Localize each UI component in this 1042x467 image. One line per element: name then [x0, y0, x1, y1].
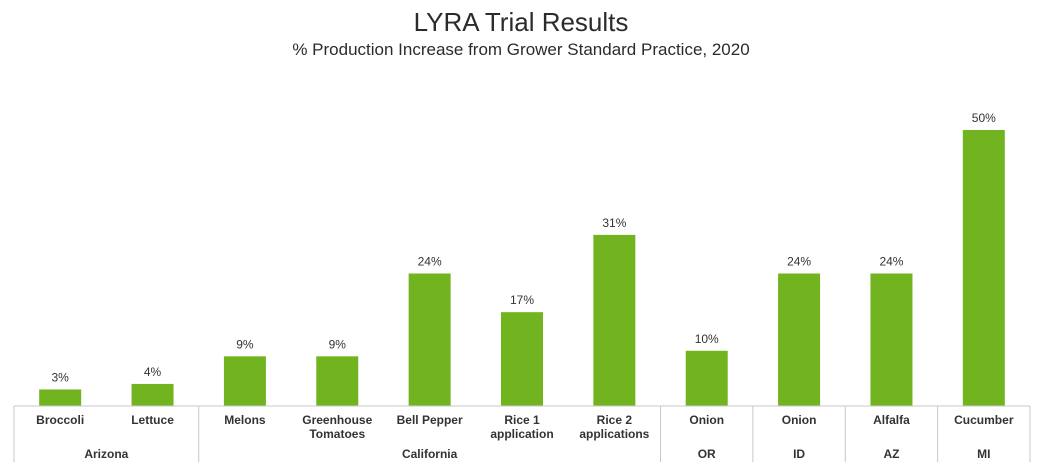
data-label-1: 4%: [144, 365, 162, 379]
data-label-7: 10%: [695, 332, 719, 346]
data-labels-group: 3% 4% 9% 9% 24% 17% 31% 10% 24% 24% 50%: [52, 111, 997, 384]
bar-6: [593, 234, 636, 406]
data-label-10: 50%: [972, 111, 996, 125]
group-label-2: OR: [698, 447, 716, 461]
category-label-0: Broccoli: [36, 413, 84, 427]
group-label-1: California: [402, 447, 458, 461]
category-label-5-line-1: application: [490, 427, 553, 441]
group-label-5: MI: [977, 447, 990, 461]
bar-0: [39, 389, 82, 406]
category-label-6-line-1: applications: [579, 427, 649, 441]
group-label-0: Arizona: [84, 447, 128, 461]
data-label-0: 3%: [52, 370, 70, 384]
bars-group: [39, 130, 1005, 406]
bar-4: [408, 273, 451, 406]
category-label-3-line-0: Greenhouse: [302, 413, 372, 427]
category-label-1: Lettuce: [131, 413, 174, 427]
chart-subtitle: % Production Increase from Grower Standa…: [292, 40, 749, 59]
category-label-8: Onion: [782, 413, 817, 427]
bar-10: [962, 130, 1005, 406]
data-label-4: 24%: [418, 255, 442, 269]
data-label-6: 31%: [602, 216, 626, 230]
category-label-6-line-0: Rice 2: [597, 413, 633, 427]
bar-3: [316, 356, 359, 406]
bar-1: [131, 383, 174, 406]
data-label-9: 24%: [879, 255, 903, 269]
data-label-2: 9%: [236, 337, 254, 351]
category-label-2: Melons: [224, 413, 266, 427]
group-label-4: AZ: [883, 447, 899, 461]
bar-7: [685, 350, 728, 406]
bar-9: [870, 273, 913, 406]
chart-title: LYRA Trial Results: [414, 7, 629, 37]
category-label-5-line-0: Rice 1: [504, 413, 540, 427]
category-label-10: Cucumber: [954, 413, 1014, 427]
category-label-4: Bell Pepper: [397, 413, 463, 427]
group-label-3: ID: [793, 447, 805, 461]
bar-8: [778, 273, 821, 406]
bar-5: [501, 312, 543, 406]
bar-2: [223, 356, 266, 406]
data-label-5: 17%: [510, 293, 534, 307]
category-label-9: Alfalfa: [873, 413, 910, 427]
category-label-3-line-1: Tomatoes: [309, 427, 365, 441]
category-label-7: Onion: [689, 413, 724, 427]
data-label-8: 24%: [787, 255, 811, 269]
data-label-3: 9%: [329, 337, 347, 351]
